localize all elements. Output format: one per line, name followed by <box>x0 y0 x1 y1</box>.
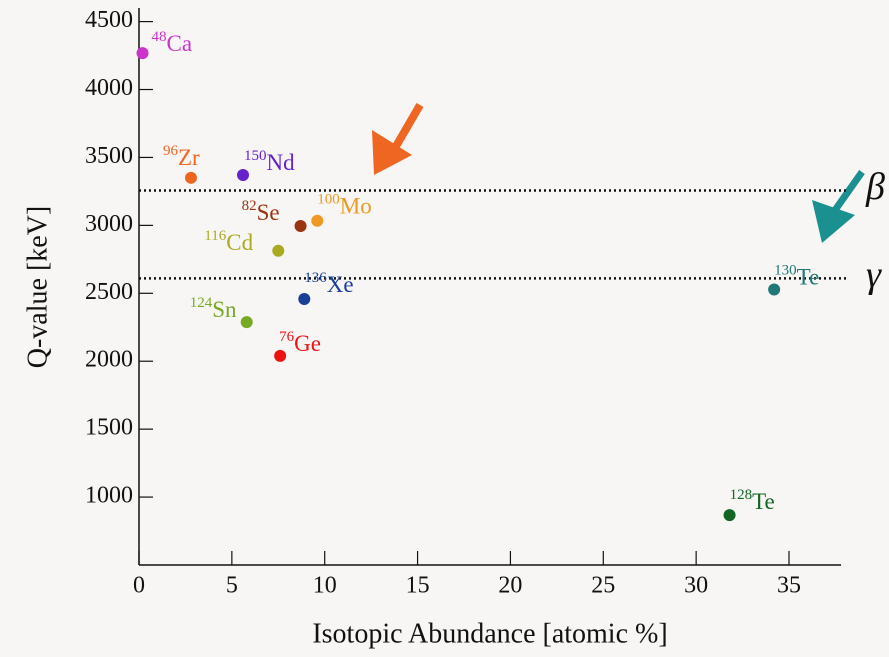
y-tick-label: 1000 <box>85 483 133 509</box>
mass-number: 130 <box>774 263 797 279</box>
x-tick-label: 10 <box>313 573 337 599</box>
data-point <box>272 245 284 257</box>
threshold-label: γ <box>866 254 882 296</box>
element-symbol: Sn <box>212 297 237 322</box>
chart: Isotopic Abundance [atomic %] Q-value [k… <box>0 0 889 657</box>
x-tick-label: 20 <box>498 573 522 599</box>
y-tick-label: 1500 <box>85 415 133 441</box>
mass-number: 116 <box>204 228 226 244</box>
mass-number: 48 <box>152 30 167 46</box>
mass-number: 96 <box>163 143 179 159</box>
data-point <box>724 509 736 521</box>
element-symbol: Te <box>797 265 820 290</box>
element-symbol: Cd <box>226 230 253 255</box>
data-point <box>274 350 286 362</box>
threshold-label: β <box>865 166 885 208</box>
y-tick-label: 2500 <box>85 279 133 305</box>
mass-number: 128 <box>730 488 753 504</box>
element-symbol: Ge <box>294 331 321 356</box>
element-symbol: Te <box>752 489 775 514</box>
data-point <box>137 47 149 59</box>
y-axis-title: Q-value [keV] <box>22 206 53 368</box>
y-tick-label: 3500 <box>85 143 133 169</box>
y-tick-label: 3000 <box>85 211 133 237</box>
data-point <box>298 293 310 305</box>
x-tick-label: 15 <box>406 573 430 599</box>
x-tick-label: 30 <box>684 573 708 599</box>
element-symbol: Mo <box>340 194 372 219</box>
x-tick-label: 0 <box>133 573 145 599</box>
x-axis-title: Isotopic Abundance [atomic %] <box>312 618 667 649</box>
x-tick-label: 35 <box>777 573 801 599</box>
y-tick-label: 2000 <box>85 347 133 373</box>
mass-number: 76 <box>279 329 295 345</box>
element-symbol: Nd <box>267 150 296 175</box>
x-tick-label: 25 <box>591 573 615 599</box>
y-tick-label: 4000 <box>85 75 133 101</box>
element-symbol: Se <box>257 200 280 225</box>
data-point <box>237 169 249 181</box>
data-point <box>768 283 780 295</box>
data-point <box>185 172 197 184</box>
y-tick-label: 4500 <box>85 7 133 33</box>
mass-number: 82 <box>242 198 257 214</box>
background <box>0 0 889 657</box>
mass-number: 100 <box>317 192 340 208</box>
element-symbol: Xe <box>327 272 354 297</box>
data-point <box>241 316 253 328</box>
mass-number: 150 <box>244 148 267 164</box>
element-symbol: Ca <box>167 31 193 56</box>
data-point <box>311 215 323 227</box>
mass-number: 124 <box>190 296 213 312</box>
mass-number: 136 <box>304 270 327 286</box>
data-point <box>295 220 307 232</box>
element-symbol: Zr <box>178 145 200 170</box>
x-tick-label: 5 <box>226 573 238 599</box>
